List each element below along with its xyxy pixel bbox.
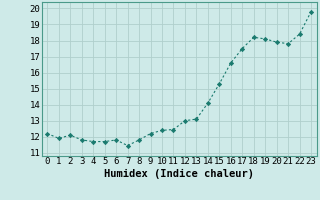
X-axis label: Humidex (Indice chaleur): Humidex (Indice chaleur) xyxy=(104,169,254,179)
